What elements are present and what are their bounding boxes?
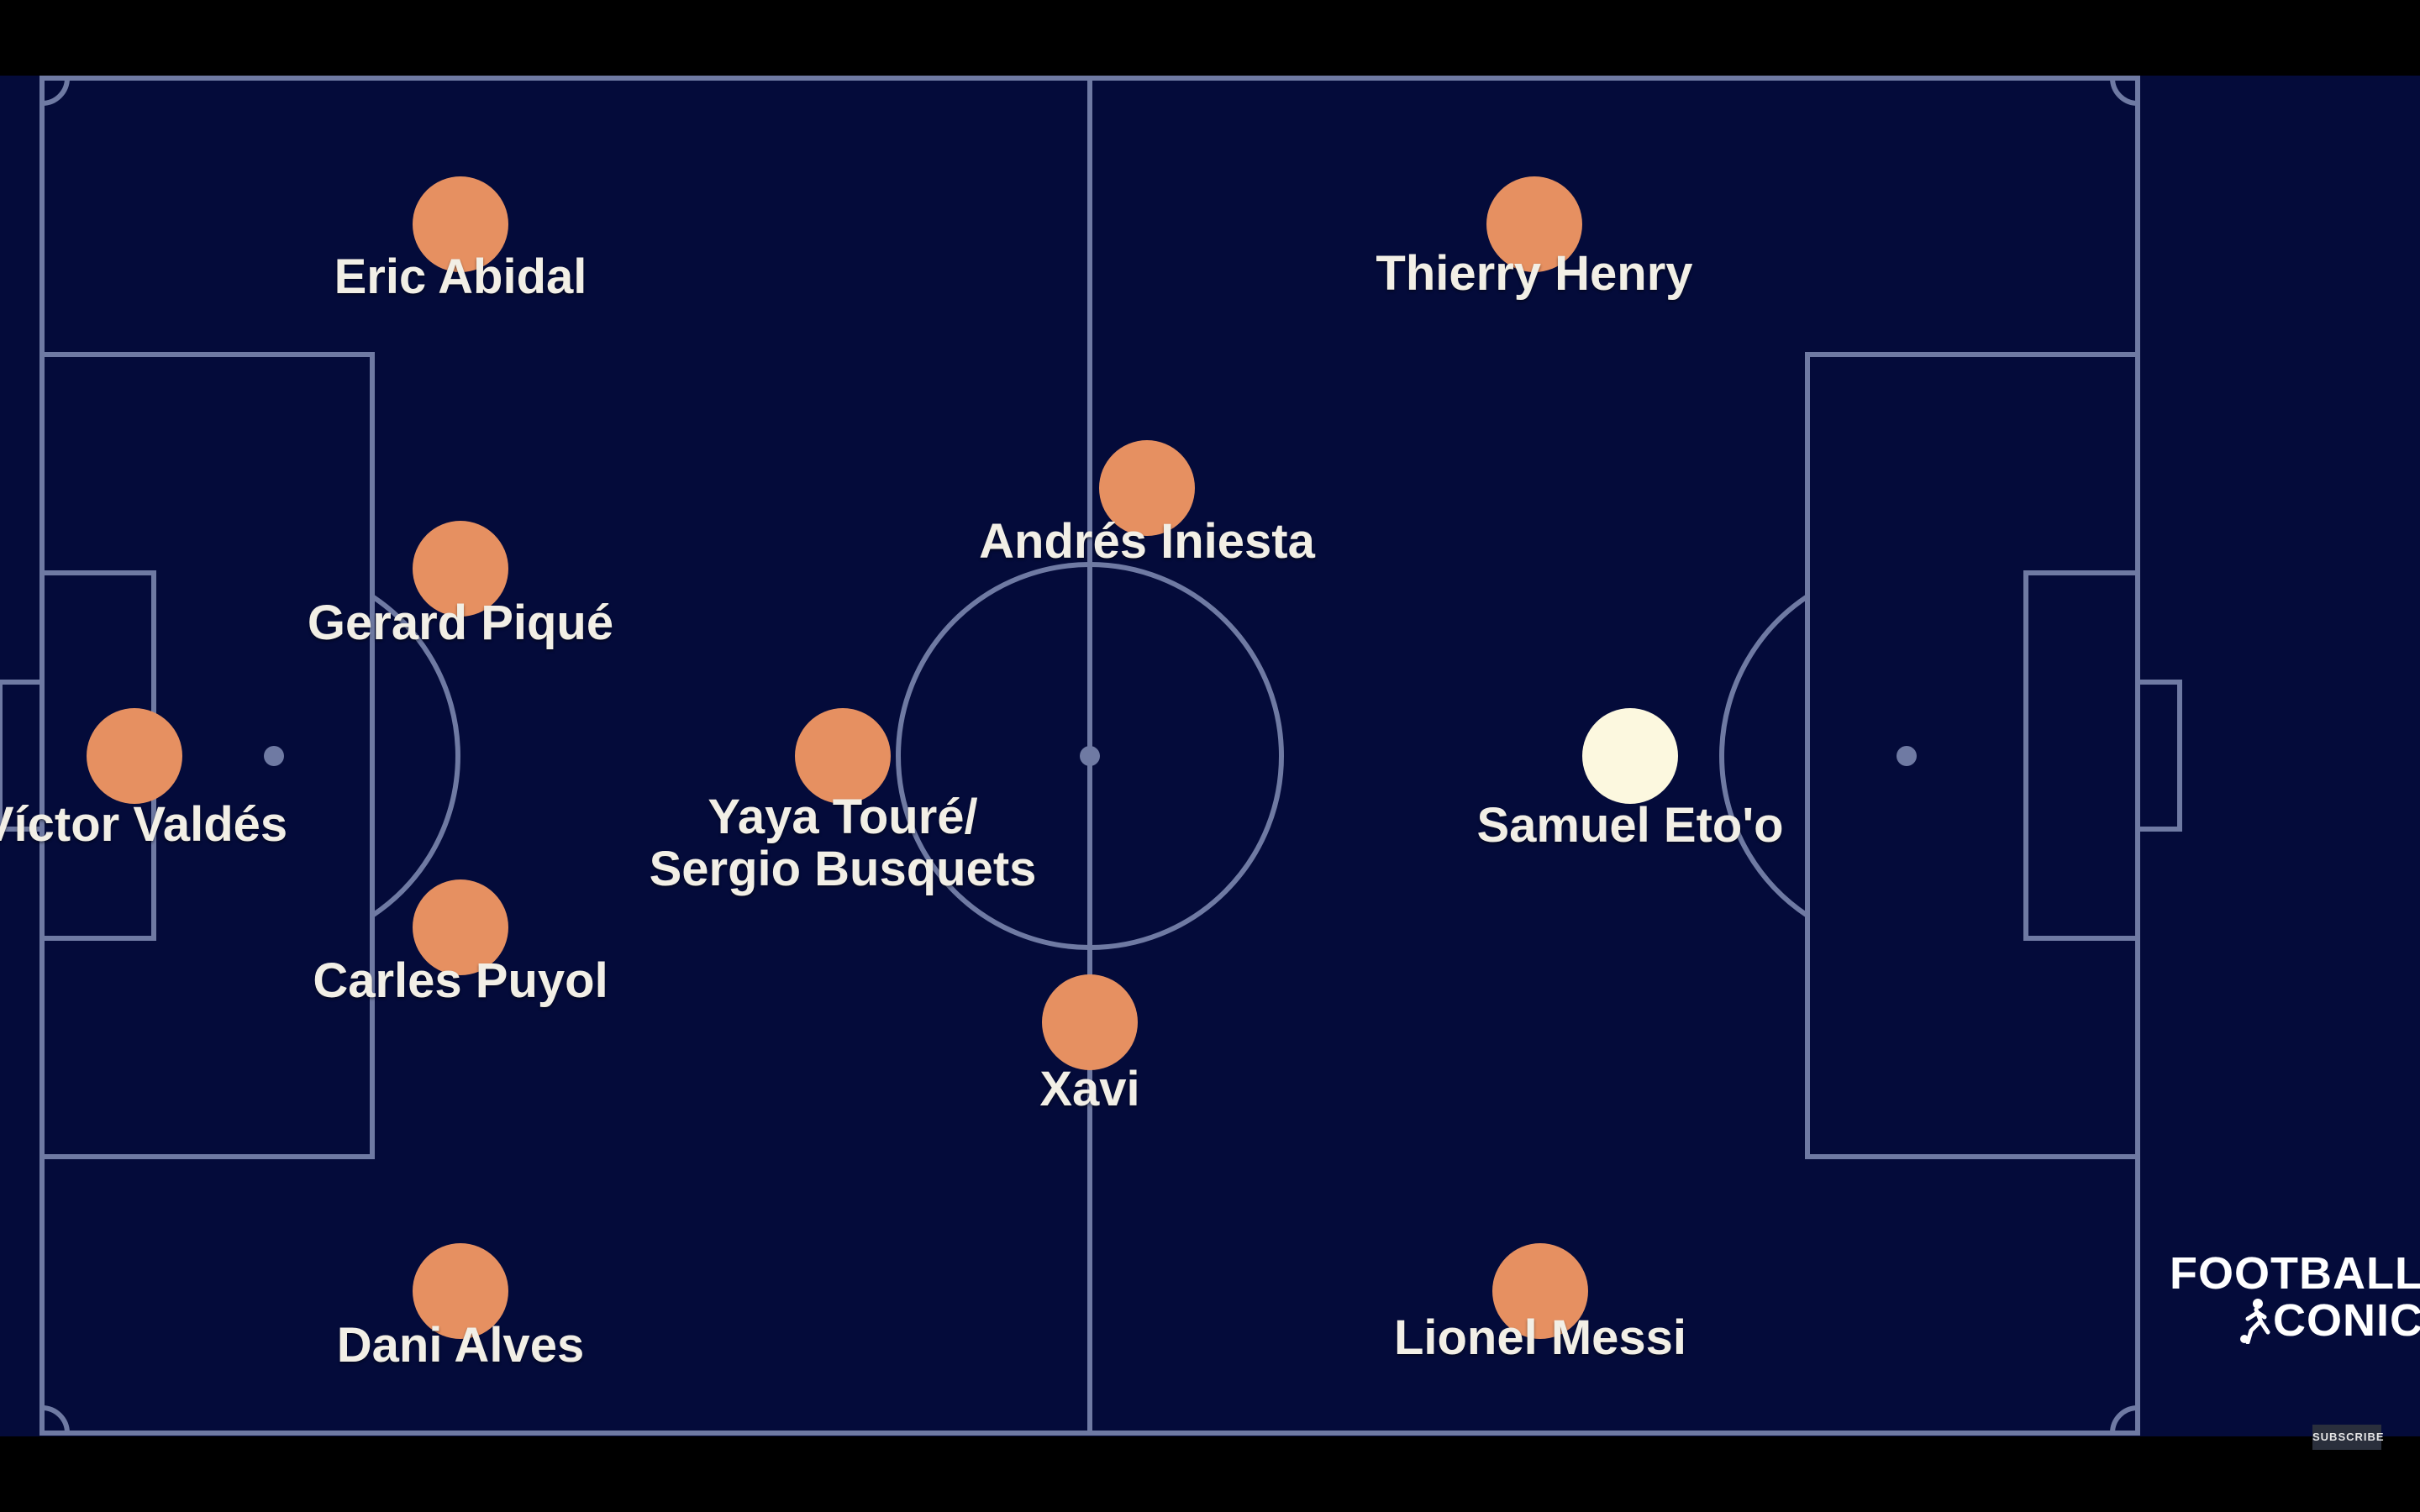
player-dot: [1582, 708, 1678, 804]
player-name: Yaya Touré/ Sergio Busquets: [649, 790, 1037, 896]
player-name: Carles Puyol: [313, 953, 608, 1008]
player-name: Samuel Eto'o: [1476, 798, 1784, 853]
player-dot: [413, 521, 508, 617]
player-dot: [795, 708, 891, 804]
player-dot: [413, 1243, 508, 1339]
player-dot: [87, 708, 182, 804]
player-name: Dani Alves: [336, 1318, 585, 1373]
left-penalty-arc: [371, 594, 460, 918]
logo-line-2: CONIC: [2170, 1297, 2420, 1344]
logo-line-2-text: CONIC: [2272, 1295, 2420, 1346]
player-dot: [1486, 176, 1582, 272]
left-penalty-spot: [264, 746, 284, 766]
center-circle: [896, 562, 1284, 950]
player-dot: [413, 879, 508, 975]
player-kicking-icon: [2239, 1299, 2270, 1344]
player-name: Gerard Piqué: [307, 596, 614, 650]
corner-arc-bottom-left: [41, 1405, 70, 1434]
corner-arc-top-right: [2110, 77, 2139, 106]
player-name: Lionel Messi: [1393, 1310, 1687, 1365]
right-goal: [2135, 680, 2182, 832]
corner-arc-bottom-right: [2110, 1405, 2139, 1434]
center-spot: [1080, 746, 1100, 766]
footballiconic-logo: FOOTBALL CONIC: [2170, 1250, 2420, 1344]
player-name: Andrés Iniesta: [979, 514, 1315, 569]
player-dot: [1492, 1243, 1588, 1339]
player-name: Thierry Henry: [1376, 246, 1693, 301]
player-dot: [1099, 440, 1195, 536]
corner-arc-top-left: [41, 77, 70, 106]
player-name: Xavi: [1039, 1062, 1140, 1116]
player-dot: [413, 176, 508, 272]
logo-line-1: FOOTBALL: [2170, 1248, 2420, 1299]
right-penalty-spot: [1897, 746, 1917, 766]
pitch-background: [0, 76, 2420, 1436]
player-name: Víctor Valdés: [0, 797, 288, 852]
player-name: Eric Abidal: [334, 249, 587, 304]
player-dot: [1042, 974, 1138, 1070]
subscribe-button[interactable]: SUBSCRIBE: [2312, 1425, 2384, 1450]
left-goal: [0, 680, 45, 832]
right-penalty-arc: [1719, 594, 1809, 918]
